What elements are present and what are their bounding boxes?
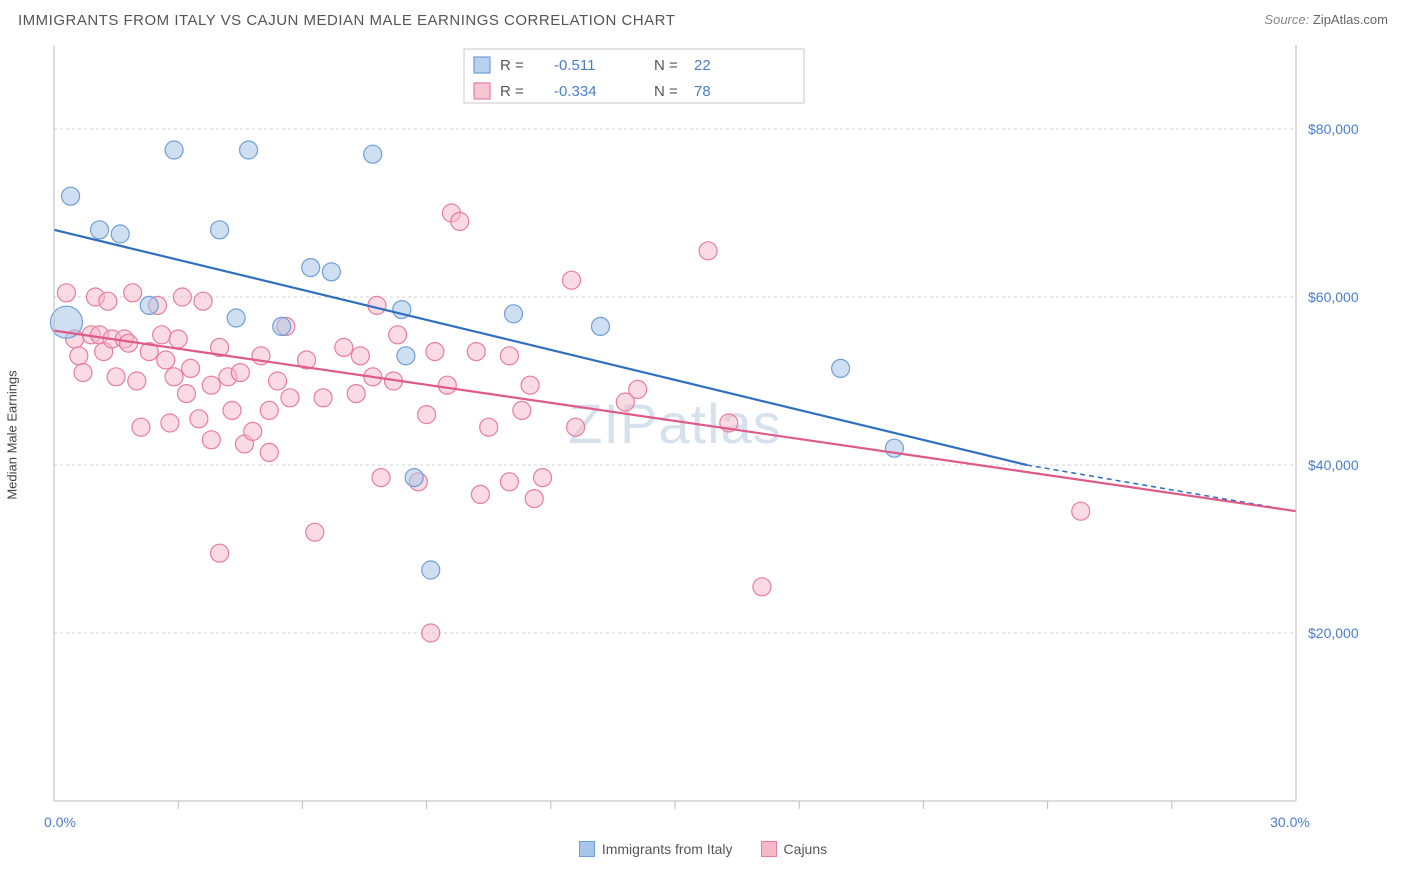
svg-text:$20,000: $20,000 <box>1308 625 1359 641</box>
legend-label: Cajuns <box>784 841 828 857</box>
scatter-chart: $20,000 $40,000 $60,000 $80,000 ZIPatlas 0.0%… <box>18 35 1368 835</box>
legend-item-italy: Immigrants from Italy <box>579 841 733 857</box>
swatch-icon <box>761 841 777 857</box>
legend-item-cajuns: Cajuns <box>761 841 828 857</box>
svg-text:$80,000: $80,000 <box>1308 121 1359 137</box>
y-axis-label: Median Male Earnings <box>5 370 20 499</box>
source-label: Source: <box>1264 12 1309 27</box>
svg-text:0.0%: 0.0% <box>44 814 76 830</box>
svg-text:30.0%: 30.0% <box>1270 814 1310 830</box>
svg-text:R =: R = <box>500 83 524 100</box>
chart-title: IMMIGRANTS FROM ITALY VS CAJUN MEDIAN MA… <box>18 12 675 29</box>
source: Source: ZipAtlas.com <box>1264 12 1388 27</box>
svg-text:78: 78 <box>694 83 711 100</box>
svg-text:-0.334: -0.334 <box>554 83 597 100</box>
bottom-legend: Immigrants from Italy Cajuns <box>18 841 1388 857</box>
chart-area: Median Male Earnings $20,000$40,000$60,0… <box>18 35 1388 835</box>
svg-text:$40,000: $40,000 <box>1308 457 1359 473</box>
header-row: IMMIGRANTS FROM ITALY VS CAJUN MEDIAN MA… <box>18 12 1388 29</box>
svg-text:-0.511: -0.511 <box>554 57 595 74</box>
svg-text:$60,000: $60,000 <box>1308 289 1359 305</box>
svg-text:R =: R = <box>500 57 524 74</box>
svg-text:N =: N = <box>654 57 678 74</box>
legend-label: Immigrants from Italy <box>602 841 733 857</box>
svg-text:22: 22 <box>694 57 711 74</box>
swatch-icon <box>579 841 595 857</box>
svg-text:N =: N = <box>654 83 678 100</box>
svg-text:ZIPatlas: ZIPatlas <box>568 392 781 455</box>
source-value: ZipAtlas.com <box>1313 12 1388 27</box>
